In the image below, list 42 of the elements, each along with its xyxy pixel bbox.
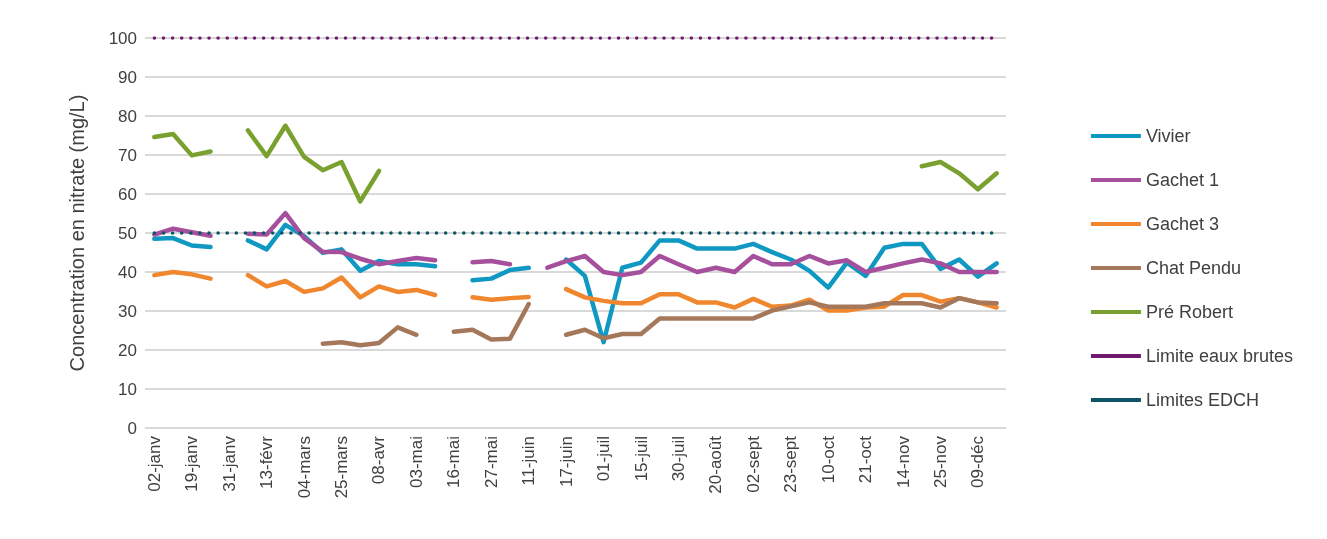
y-tick-label: 20 xyxy=(118,340,137,360)
y-tick-label: 30 xyxy=(118,301,137,321)
x-tick-label: 17-juin xyxy=(556,436,576,488)
y-tick-label: 40 xyxy=(118,262,137,282)
y-tick-label: 80 xyxy=(118,106,137,126)
x-tick-label: 23-sept xyxy=(781,435,801,493)
x-tick-label: 02-sept xyxy=(743,435,763,493)
y-tick-label: 0 xyxy=(127,418,137,438)
y-tick-label: 70 xyxy=(118,145,137,165)
x-tick-label: 14-nov xyxy=(893,435,913,488)
x-tick-label: 16-mai xyxy=(444,436,464,488)
legend-label: Chat Pendu xyxy=(1145,258,1241,278)
x-tick-label: 10-oct xyxy=(818,435,838,484)
legend-label: Gachet 1 xyxy=(1145,170,1219,190)
y-tick-label: 100 xyxy=(108,28,137,48)
y-tick-label: 60 xyxy=(118,184,137,204)
x-tick-label: 03-mai xyxy=(406,436,426,488)
x-tick-label: 20-août xyxy=(706,435,726,494)
x-tick-label: 09-déc xyxy=(968,435,988,488)
y-tick-label: 90 xyxy=(118,67,137,87)
x-tick-label: 04-mars xyxy=(294,436,314,499)
x-tick-label: 02-janv xyxy=(144,435,164,492)
y-axis-title: Concentration en nitrate (mg/L) xyxy=(66,94,88,372)
x-tick-label: 27-mai xyxy=(481,436,501,488)
legend-label: Limite eaux brutes xyxy=(1145,346,1293,366)
x-tick-label: 15-juil xyxy=(631,436,651,482)
x-tick-label: 13-févr xyxy=(257,435,277,489)
x-tick-label: 30-juil xyxy=(668,436,688,482)
x-tick-label: 19-janv xyxy=(182,435,202,492)
x-tick-label: 01-juil xyxy=(594,436,614,482)
x-tick-label: 31-janv xyxy=(219,435,239,492)
x-tick-label: 25-mars xyxy=(332,436,352,499)
y-tick-label: 50 xyxy=(118,223,137,243)
x-tick-label: 21-oct xyxy=(856,435,876,484)
x-tick-label: 11-juin xyxy=(519,436,539,486)
legend-label: Gachet 3 xyxy=(1145,214,1219,234)
legend-label: Pré Robert xyxy=(1145,302,1233,322)
x-tick-label: 25-nov xyxy=(930,435,950,488)
legend-label: Vivier xyxy=(1145,126,1191,146)
y-tick-label: 10 xyxy=(118,379,137,399)
legend-label: Limites EDCH xyxy=(1145,390,1259,410)
x-tick-label: 08-avr xyxy=(369,435,389,485)
